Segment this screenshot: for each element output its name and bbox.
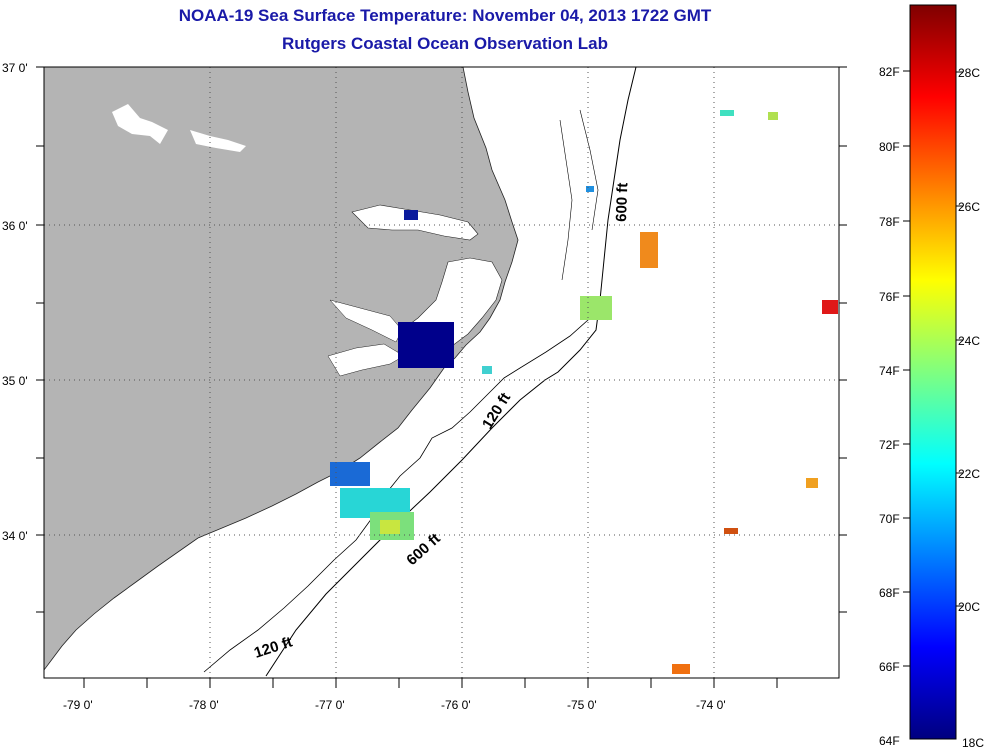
colorbar-ticks xyxy=(903,70,963,667)
map-subtitle: Rutgers Coastal Ocean Observation Lab xyxy=(282,34,608,53)
sst-patch xyxy=(330,462,370,486)
isobath-600ft xyxy=(265,67,637,677)
lat-label: 35 0' xyxy=(2,374,28,388)
sst-patch xyxy=(398,322,454,368)
colorbar-f-label: 82F xyxy=(879,65,900,79)
colorbar-c-label: 24C xyxy=(958,334,980,348)
lon-label: -77 0' xyxy=(315,698,345,712)
pamlico-river xyxy=(327,343,405,377)
colorbar-c-label: 18C xyxy=(962,736,984,750)
map-frame xyxy=(43,66,840,679)
lon-label: -75 0' xyxy=(567,698,597,712)
colorbar-f-label: 72F xyxy=(879,438,900,452)
colorbar-f-label: 74F xyxy=(879,364,900,378)
isobath-120ft xyxy=(203,301,599,673)
colorbar-c-label: 26C xyxy=(958,200,980,214)
albemarle-sound xyxy=(351,204,479,241)
isobath-label: 600 ft xyxy=(613,182,631,222)
sst-patch xyxy=(404,210,418,220)
colorbar-f-label: 80F xyxy=(879,140,900,154)
sst-patch xyxy=(580,296,612,320)
lat-ticks xyxy=(36,66,847,613)
lon-label: -74 0' xyxy=(696,698,726,712)
colorbar-c-label: 22C xyxy=(958,467,980,481)
colorbar-f-label: 76F xyxy=(879,290,900,304)
graticule xyxy=(44,67,839,678)
sst-patch xyxy=(672,664,690,674)
sst-patch xyxy=(720,110,734,116)
colorbar-c-label: 28C xyxy=(958,66,980,80)
colorbar xyxy=(909,4,957,740)
colorbar-f-label: 78F xyxy=(879,215,900,229)
lat-label: 36 0' xyxy=(2,219,28,233)
lon-ticks xyxy=(83,678,778,688)
lon-label: -76 0' xyxy=(441,698,471,712)
sst-patch xyxy=(768,112,778,120)
lake xyxy=(112,104,168,144)
colorbar-f-label: 66F xyxy=(879,660,900,674)
lake xyxy=(190,130,246,152)
lat-label: 34 0' xyxy=(2,529,28,543)
sst-patch xyxy=(640,232,658,268)
sst-patch xyxy=(806,478,818,488)
colorbar-c-label: 20C xyxy=(958,600,980,614)
contour-fragment xyxy=(559,119,573,281)
sst-patch xyxy=(482,366,492,374)
colorbar-f-label: 68F xyxy=(879,586,900,600)
lat-label: 37 0' xyxy=(2,61,28,75)
contour-fragment xyxy=(579,109,599,231)
sst-patch xyxy=(586,186,594,192)
lon-label: -78 0' xyxy=(189,698,219,712)
map-title: NOAA-19 Sea Surface Temperature: Novembe… xyxy=(178,6,712,25)
lon-label: -79 0' xyxy=(63,698,93,712)
sst-patch xyxy=(822,300,838,314)
colorbar-f-label: 70F xyxy=(879,512,900,526)
colorbar-f-label: 64F xyxy=(879,734,900,748)
sst-patch xyxy=(380,520,400,534)
sst-patch xyxy=(724,528,738,534)
